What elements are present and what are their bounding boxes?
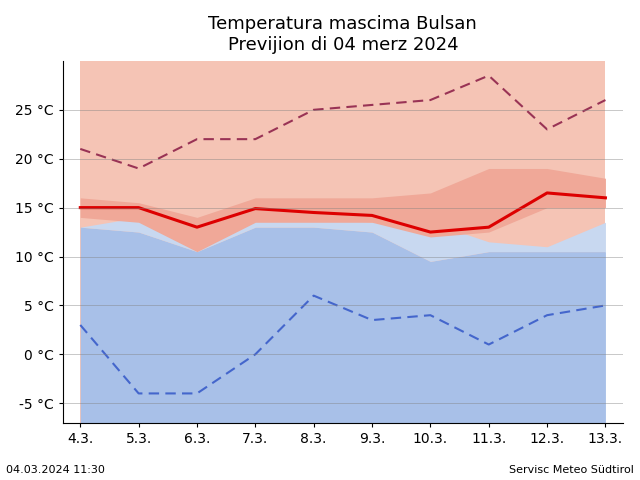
Text: 04.03.2024 11:30: 04.03.2024 11:30 [6,465,105,475]
Title: Temperatura mascima Bulsan
Previjion di 04 merz 2024: Temperatura mascima Bulsan Previjion di … [209,15,477,54]
Text: Servisc Meteo Südtirol: Servisc Meteo Südtirol [509,465,634,475]
